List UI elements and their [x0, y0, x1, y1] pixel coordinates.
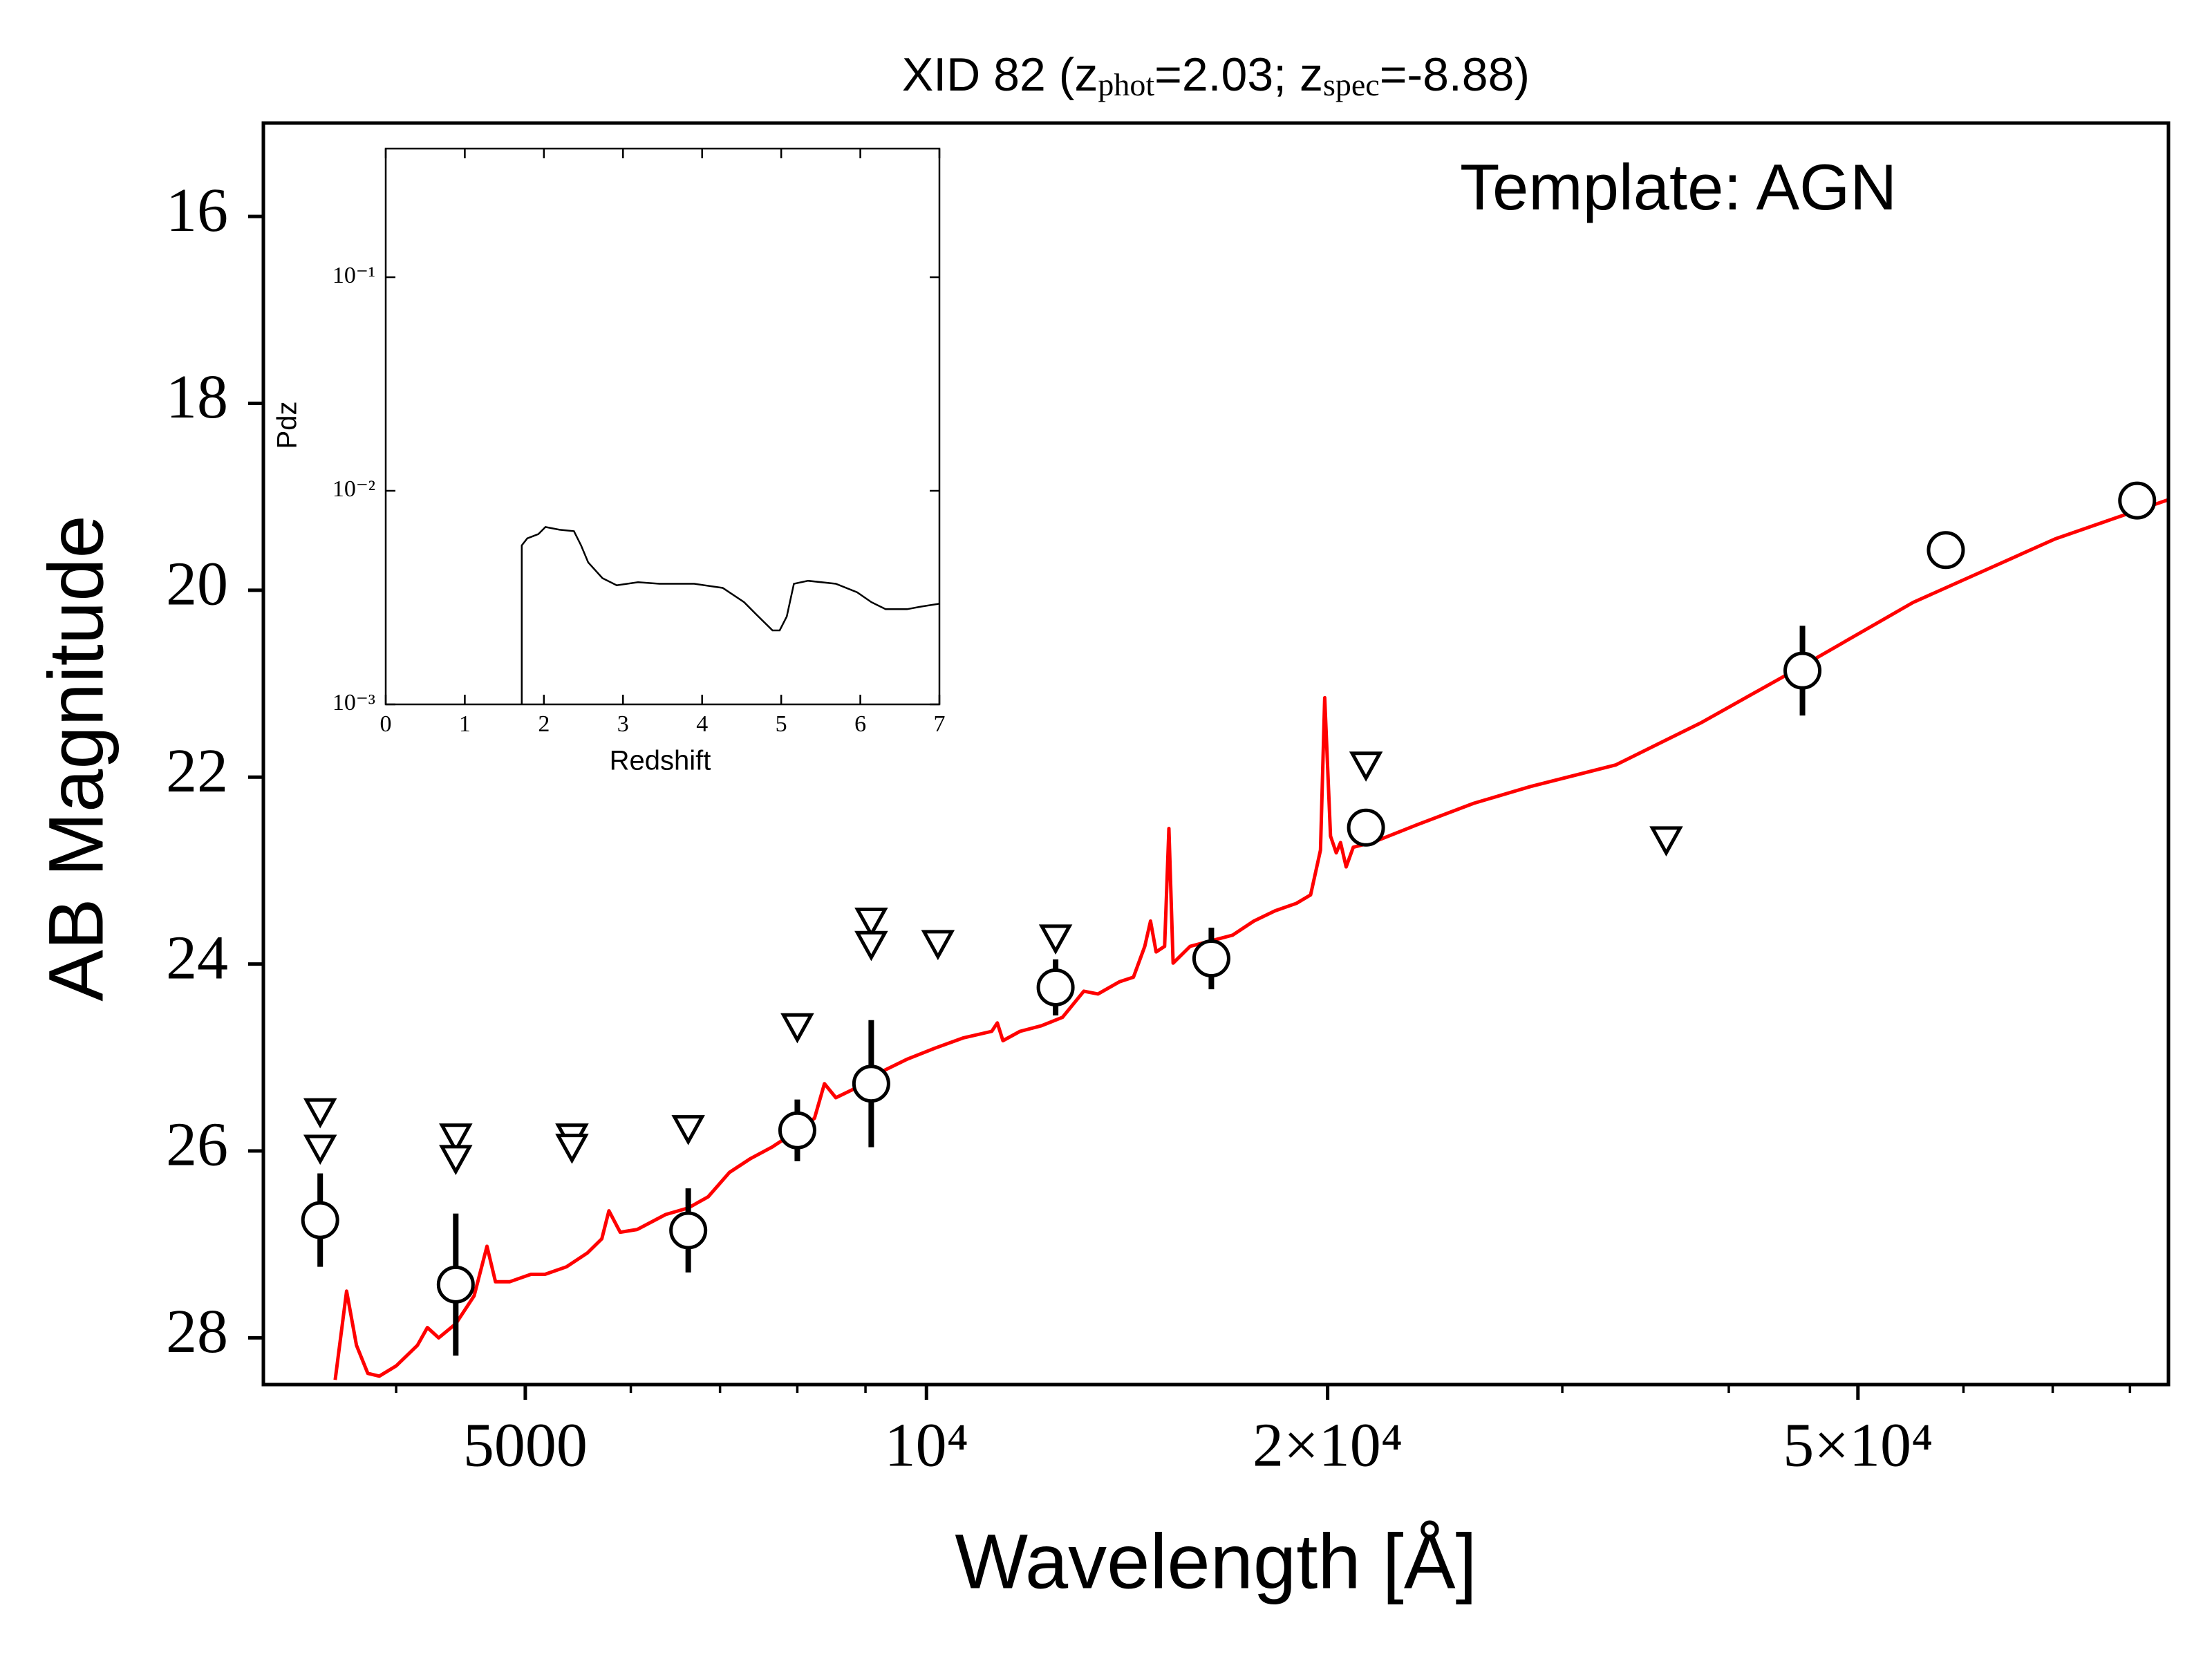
- x-tick-label: 4: [696, 711, 708, 737]
- detection-point: [1927, 531, 1965, 570]
- y-tick-label: 28: [166, 1297, 228, 1366]
- detection-point: [852, 1065, 890, 1103]
- title-subscript: phot: [1098, 67, 1154, 102]
- x-tick-label: 6: [854, 711, 866, 737]
- y-axis-label: AB Magnitude: [33, 515, 120, 1002]
- detection-point: [436, 1265, 475, 1304]
- title-part: =2.03; z: [1154, 48, 1323, 101]
- upper-limit-point: [671, 1115, 705, 1145]
- title-part: =-8.88): [1380, 48, 1530, 101]
- upper-limit-point: [439, 1145, 473, 1175]
- y-tick-label: 20: [166, 550, 228, 619]
- x-tick-label: 5000: [463, 1412, 588, 1480]
- detection-point: [301, 1201, 339, 1239]
- x-tick-label: 2: [538, 711, 550, 737]
- x-tick-label: 5×10⁴: [1783, 1412, 1933, 1480]
- title-part: XID 82 (z: [902, 48, 1098, 101]
- y-tick-label: 22: [166, 737, 228, 805]
- model-line: [333, 498, 2168, 1380]
- y-tick-label: 10⁻²: [332, 476, 375, 502]
- upper-limit-point: [921, 930, 955, 961]
- upper-limit-point: [854, 930, 888, 962]
- inset-background: [386, 149, 939, 704]
- x-tick-label: 10⁴: [885, 1412, 968, 1480]
- y-tick-label: 26: [166, 1111, 228, 1179]
- upper-limit-point: [303, 1134, 337, 1165]
- x-tick-label: 5: [776, 711, 787, 737]
- upper-limit-point: [780, 1013, 814, 1044]
- upper-limit-point: [1349, 751, 1383, 782]
- upper-limit-point: [555, 1134, 589, 1164]
- detection-point: [778, 1111, 816, 1150]
- template-annotation: Template: AGN: [1460, 151, 1897, 223]
- x-tick-label: 7: [934, 711, 946, 737]
- inset-chart: 0 1 2 3 4 5 6 7 10⁻³ 10⁻² 10⁻¹: [332, 147, 946, 737]
- y-tick-label: 10⁻³: [332, 690, 375, 715]
- inset-y-axis-label: Pdz: [272, 402, 303, 449]
- inset-x-axis-label: Redshift: [610, 746, 711, 776]
- y-tick-label: 16: [166, 176, 228, 245]
- y-tick-label: 10⁻¹: [332, 263, 375, 288]
- upper-limit-point: [303, 1098, 337, 1129]
- pdz-line: [521, 526, 939, 704]
- upper-limit-point: [439, 1123, 473, 1154]
- y-tick-label: 24: [166, 924, 228, 992]
- x-axis-label: Wavelength [Å]: [955, 1519, 1477, 1605]
- x-tick-label: 2×10⁴: [1253, 1412, 1403, 1480]
- detection-point: [1783, 651, 1822, 690]
- detection-point: [1347, 808, 1385, 847]
- detection-point: [1192, 939, 1230, 978]
- axes-frame: [384, 147, 941, 706]
- x-tick-label: 1: [459, 711, 471, 737]
- upper-limit-point: [1038, 924, 1073, 955]
- upper-limit-point: [1649, 826, 1683, 857]
- detection-point: [1036, 968, 1075, 1006]
- axes-frame: [261, 121, 2171, 1387]
- chart-title: XID 82 (zphot=2.03; zspec=-8.88): [902, 48, 1530, 102]
- y-tick-label: 18: [166, 363, 228, 431]
- title-subscript: spec: [1323, 67, 1380, 102]
- x-tick-label: 3: [617, 711, 629, 737]
- plot-area: [301, 481, 2168, 1380]
- detection-point: [2118, 481, 2157, 520]
- x-tick-label: 0: [380, 711, 392, 737]
- detection-point: [669, 1211, 708, 1250]
- upper-limit-point: [854, 907, 888, 938]
- plot-area: [521, 526, 939, 704]
